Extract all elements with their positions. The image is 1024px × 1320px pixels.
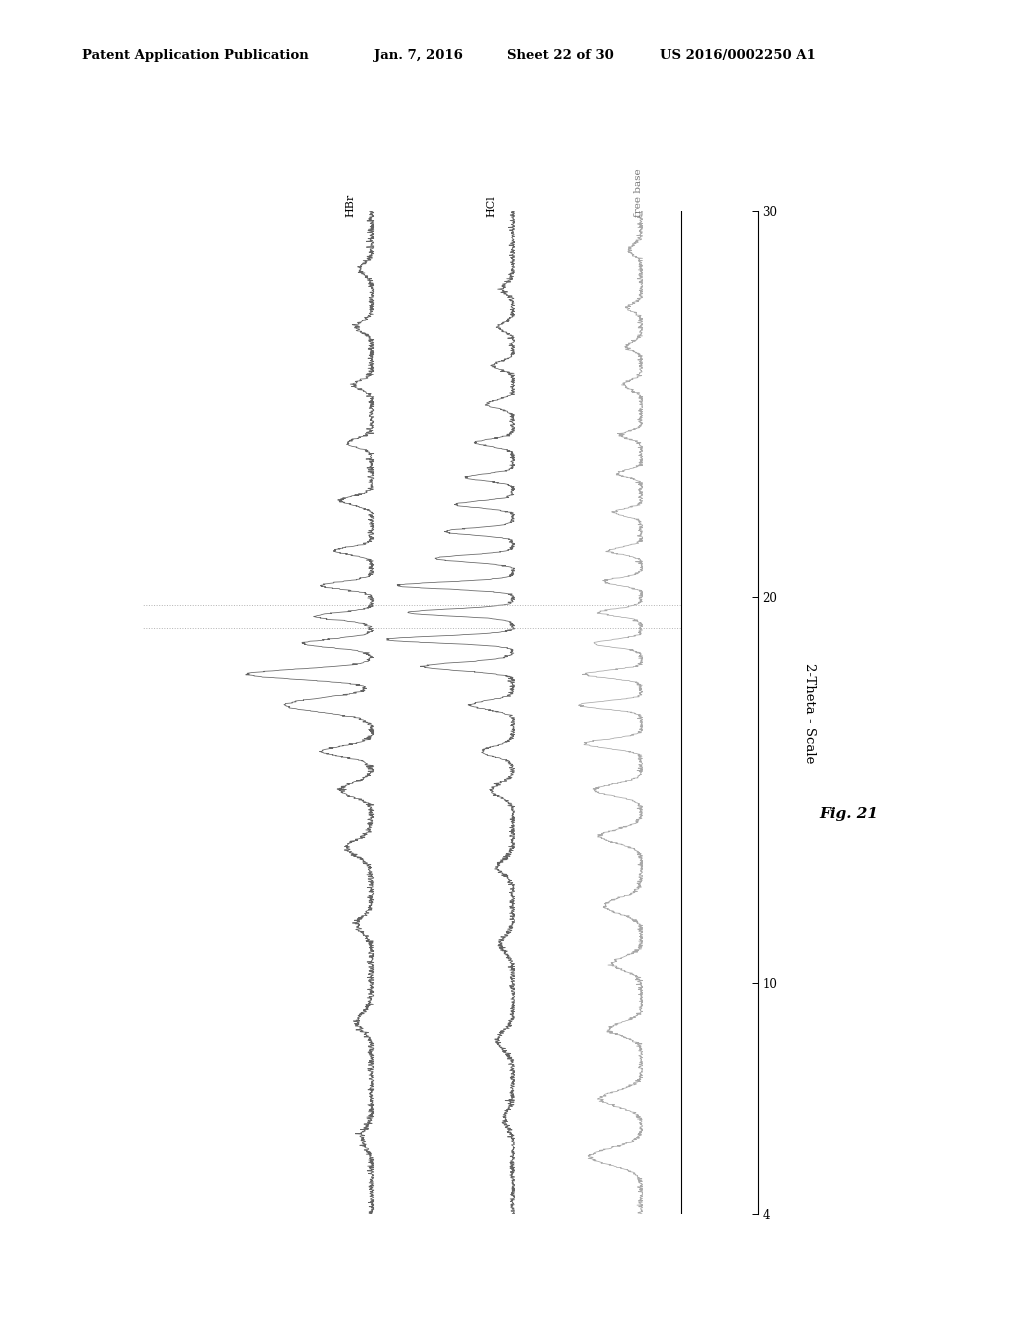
Text: Fig. 21: Fig. 21 <box>819 808 879 821</box>
Text: HBr: HBr <box>346 194 355 216</box>
Text: Sheet 22 of 30: Sheet 22 of 30 <box>507 49 613 62</box>
Y-axis label: 2-Theta - Scale: 2-Theta - Scale <box>803 663 816 763</box>
Text: US 2016/0002250 A1: US 2016/0002250 A1 <box>660 49 816 62</box>
Text: Jan. 7, 2016: Jan. 7, 2016 <box>374 49 463 62</box>
Text: Patent Application Publication: Patent Application Publication <box>82 49 308 62</box>
Text: free base: free base <box>634 169 643 216</box>
Text: HCl: HCl <box>486 195 497 216</box>
